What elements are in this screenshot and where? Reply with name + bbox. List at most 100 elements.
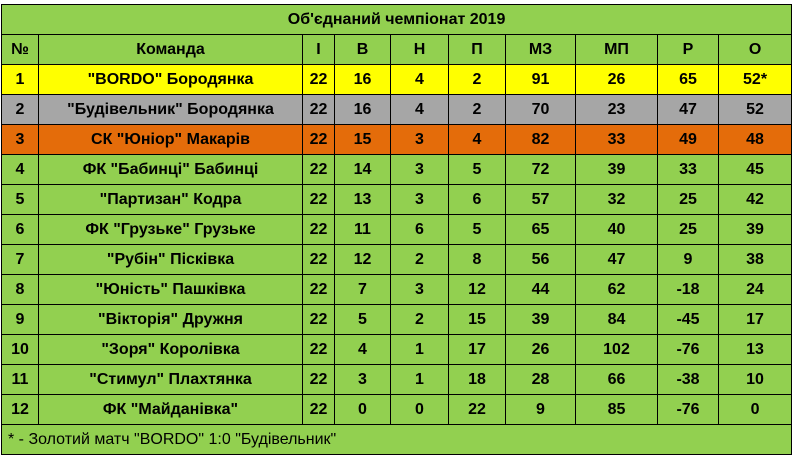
header-cell: П: [448, 34, 506, 65]
team-name: "Стимул" Плахтянка: [38, 364, 303, 395]
stat-cell: 22: [302, 214, 335, 245]
header-cell: Р: [657, 34, 719, 65]
stat-cell: 57: [505, 184, 576, 215]
stat-cell: 22: [302, 394, 335, 425]
stat-cell: 22: [302, 154, 335, 185]
stat-cell: 22: [302, 304, 335, 335]
stat-cell: 3: [1, 124, 39, 155]
team-name: "BORDO" Бородянка: [38, 64, 303, 95]
stat-cell: -18: [657, 274, 719, 305]
team-name: "Будівельник" Бородянка: [38, 94, 303, 125]
stat-cell: 4: [390, 94, 449, 125]
stat-cell: 17: [717, 304, 793, 335]
stat-cell: 38: [717, 244, 793, 275]
header-cell: В: [334, 34, 391, 65]
stat-cell: 72: [505, 154, 576, 185]
stat-cell: -38: [657, 364, 719, 395]
team-row: 10 "Зоря" Королівка 22 4 1 17 26 102 -76 13: [1, 334, 793, 365]
stat-cell: 22: [302, 184, 335, 215]
stat-cell: 82: [505, 124, 576, 155]
stat-cell: 4: [448, 124, 506, 155]
stat-cell: 22: [302, 334, 335, 365]
stat-cell: 70: [505, 94, 576, 125]
team-name: ФК "Майданівка": [38, 394, 303, 425]
header-cell: Н: [390, 34, 449, 65]
stat-cell: 1: [390, 334, 449, 365]
stat-cell: 6: [448, 184, 506, 215]
stat-cell: 22: [302, 244, 335, 275]
stat-cell: 6: [1, 214, 39, 245]
team-name: "Рубін" Пісківка: [38, 244, 303, 275]
stat-cell: 1: [1, 64, 39, 95]
team-row: 11 "Стимул" Плахтянка 22 3 1 18 28 66 -38 10: [1, 364, 793, 395]
stat-cell: 14: [334, 154, 391, 185]
stat-cell: 12: [334, 244, 391, 275]
footnote-row: * - Золотий матч "BORDO" 1:0 "Будівельни…: [0, 424, 793, 455]
stat-cell: 5: [448, 154, 506, 185]
header-cell: І: [302, 34, 335, 65]
stat-cell: 10: [1, 334, 39, 365]
stat-cell: 25: [657, 184, 719, 215]
stat-cell: 56: [505, 244, 576, 275]
stat-cell: 5: [448, 214, 506, 245]
stat-cell: 91: [505, 64, 576, 95]
stat-cell: 13: [334, 184, 391, 215]
stat-cell: 33: [657, 154, 719, 185]
stat-cell: 22: [302, 94, 335, 125]
stat-cell: 47: [575, 244, 658, 275]
stat-cell: 33: [575, 124, 658, 155]
table-body: Об'єднаний чемпіонат 2019 № Команда І В Н П МЗ…: [0, 4, 793, 455]
stat-cell: 84: [575, 304, 658, 335]
stat-cell: 22: [302, 64, 335, 95]
stat-cell: 47: [657, 94, 719, 125]
header-cell: МП: [575, 34, 658, 65]
stat-cell: 16: [334, 94, 391, 125]
stat-cell: 7: [334, 274, 391, 305]
stat-cell: 2: [390, 304, 449, 335]
stat-cell: 28: [505, 364, 576, 395]
footnote: * - Золотий матч "BORDO" 1:0 "Будівельни…: [0, 424, 793, 455]
stat-cell: 48: [717, 124, 793, 155]
stat-cell: 5: [1, 184, 39, 215]
stat-cell: 13: [717, 334, 793, 365]
page: Об'єднаний чемпіонат 2019 № Команда І В Н П МЗ…: [0, 4, 799, 471]
stat-cell: 22: [302, 274, 335, 305]
stat-cell: 5: [334, 304, 391, 335]
title-row: Об'єднаний чемпіонат 2019: [0, 4, 793, 35]
team-name: "Зоря" Королівка: [38, 334, 303, 365]
team-name: "Вікторія" Дружня: [38, 304, 303, 335]
stat-cell: 9: [1, 304, 39, 335]
stat-cell: 52*: [717, 64, 793, 95]
stat-cell: 3: [334, 364, 391, 395]
team-name: "Партизан" Кодра: [38, 184, 303, 215]
standings-table: Об'єднаний чемпіонат 2019 № Команда І В Н П МЗ…: [0, 4, 793, 455]
stat-cell: 9: [505, 394, 576, 425]
stat-cell: 1: [390, 364, 449, 395]
stat-cell: 15: [334, 124, 391, 155]
stat-cell: -76: [657, 394, 719, 425]
stat-cell: 9: [657, 244, 719, 275]
header-row: № Команда І В Н П МЗ МП Р О: [1, 34, 793, 65]
team-name: СК "Юніор" Макарів: [38, 124, 303, 155]
stat-cell: 0: [717, 394, 793, 425]
stat-cell: 16: [334, 64, 391, 95]
stat-cell: 32: [575, 184, 658, 215]
stat-cell: 39: [575, 154, 658, 185]
stat-cell: 7: [1, 244, 39, 275]
team-row: 8 "Юність" Пашківка 22 7 3 12 44 62 -18 24: [1, 274, 793, 305]
stat-cell: 4: [334, 334, 391, 365]
stat-cell: -45: [657, 304, 719, 335]
stat-cell: 102: [575, 334, 658, 365]
team-row: 2 "Будівельник" Бородянка 22 16 4 2 70 23 47 52: [1, 94, 793, 125]
stat-cell: 3: [390, 124, 449, 155]
stat-cell: 66: [575, 364, 658, 395]
stat-cell: 2: [448, 64, 506, 95]
team-name: ФК "Грузьке" Грузьке: [38, 214, 303, 245]
stat-cell: 2: [390, 244, 449, 275]
stat-cell: 24: [717, 274, 793, 305]
stat-cell: -76: [657, 334, 719, 365]
team-row: 3 СК "Юніор" Макарів 22 15 3 4 82 33 49 48: [1, 124, 793, 155]
header-cell: О: [717, 34, 793, 65]
stat-cell: 12: [448, 274, 506, 305]
stat-cell: 65: [657, 64, 719, 95]
